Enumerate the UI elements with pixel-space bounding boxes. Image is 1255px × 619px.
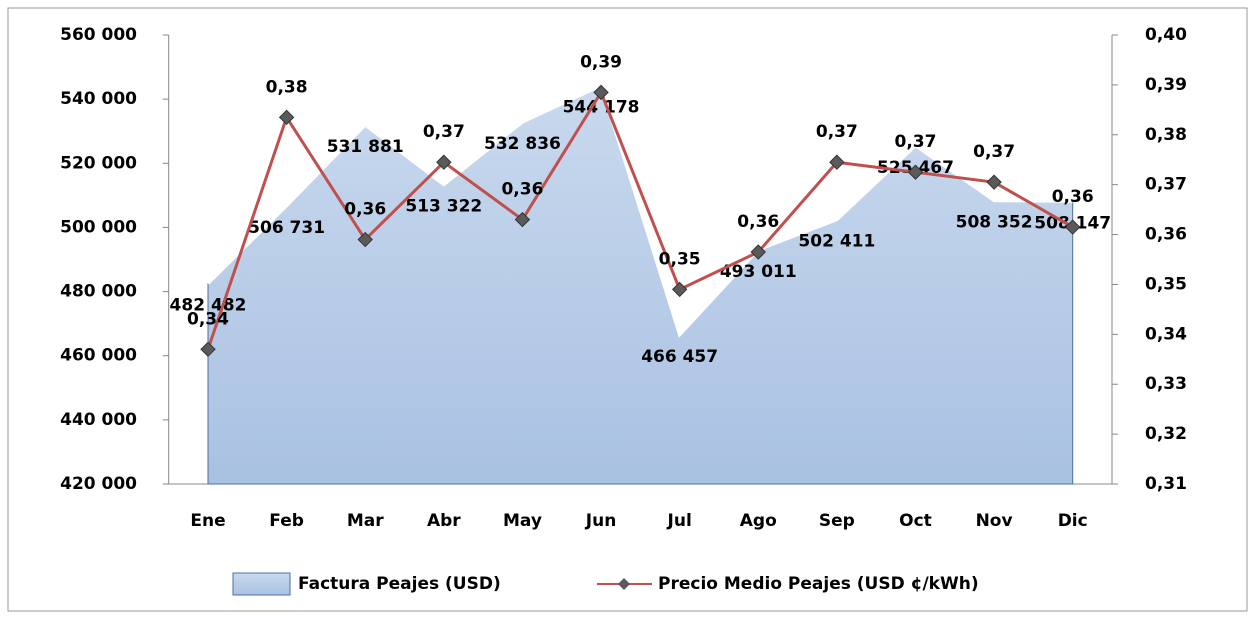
price-value-label: 0,38	[266, 77, 308, 97]
area-value-label: 502 411	[798, 232, 875, 252]
y-tick-label: 440 000	[60, 410, 137, 430]
price-value-label: 0,36	[1052, 187, 1094, 207]
x-tick-label: Mar	[347, 511, 384, 531]
area-value-label: 466 457	[641, 347, 718, 367]
legend-swatch-marker	[618, 578, 630, 590]
chart-border	[7, 7, 1248, 612]
price-value-label: 0,37	[423, 122, 465, 142]
area-value-label: 508 352	[956, 213, 1033, 233]
area-value-label: 493 011	[720, 262, 797, 282]
legend-swatch-area	[232, 572, 291, 596]
y-tick-label: 420 000	[60, 474, 137, 494]
x-tick-label: Sep	[819, 511, 855, 531]
price-value-label: 0,37	[895, 132, 937, 152]
y2-tick-label: 0,38	[1145, 125, 1187, 145]
x-tick-label: Ene	[190, 511, 225, 531]
x-tick-label: Jun	[585, 511, 617, 531]
price-value-label: 0,37	[816, 122, 858, 142]
price-marker	[278, 109, 295, 126]
x-tick-label: Jul	[667, 511, 692, 531]
price-value-label: 0,34	[187, 309, 229, 329]
x-tick-label: Oct	[899, 511, 932, 531]
price-value-label: 0,35	[659, 249, 701, 269]
y-tick-label: 540 000	[60, 89, 137, 109]
price-value-label: 0,36	[501, 180, 543, 200]
price-marker	[593, 84, 609, 101]
price-marker	[357, 231, 373, 248]
price-value-label: 0,39	[580, 52, 622, 72]
legend-label: Factura Peajes (USD)	[298, 574, 501, 594]
y-tick-label: 560 000	[60, 25, 137, 45]
x-tick-label: Nov	[976, 511, 1013, 531]
price-marker	[907, 164, 924, 180]
price-marker	[514, 211, 531, 228]
y2-tick-label: 0,35	[1145, 274, 1187, 294]
x-tick-label: Abr	[427, 511, 461, 531]
area-value-label: 482 482	[170, 296, 247, 316]
y2-tick-label: 0,40	[1145, 25, 1187, 45]
area-value-label: 513 322	[405, 197, 482, 217]
y-tick-label: 520 000	[60, 153, 137, 173]
x-tick-label: Dic	[1058, 511, 1088, 531]
price-value-label: 0,36	[344, 200, 386, 220]
y-tick-label: 480 000	[60, 282, 137, 302]
price-marker	[1064, 219, 1081, 235]
y2-tick-label: 0,33	[1145, 374, 1187, 394]
area-value-label: 531 881	[327, 137, 404, 157]
x-tick-label: Feb	[269, 511, 304, 531]
price-marker	[829, 154, 845, 170]
price-value-label: 0,37	[973, 142, 1015, 162]
area-value-label: 506 731	[248, 218, 325, 238]
price-marker	[750, 244, 766, 260]
area-value-label: 544 178	[563, 98, 640, 118]
area-edge	[206, 83, 1073, 338]
y-tick-label: 460 000	[60, 346, 137, 366]
area-value-label: 532 836	[484, 134, 561, 154]
price-marker	[200, 341, 216, 358]
y2-tick-label: 0,31	[1145, 474, 1187, 494]
y-tick-label: 500 000	[60, 217, 137, 237]
price-value-label: 0,36	[737, 212, 779, 232]
y2-tick-label: 0,32	[1145, 424, 1187, 444]
x-tick-label: Ago	[740, 511, 777, 531]
y2-tick-label: 0,39	[1145, 75, 1187, 95]
price-marker	[436, 154, 452, 170]
price-marker	[986, 174, 1002, 190]
price-marker	[671, 281, 688, 298]
legend-label: Precio Medio Peajes (USD ¢/kWh)	[658, 574, 979, 594]
y2-tick-label: 0,36	[1145, 225, 1187, 245]
y2-tick-label: 0,34	[1145, 324, 1187, 344]
price-line	[206, 89, 1074, 350]
y2-tick-label: 0,37	[1145, 175, 1187, 195]
x-tick-label: May	[503, 511, 542, 531]
